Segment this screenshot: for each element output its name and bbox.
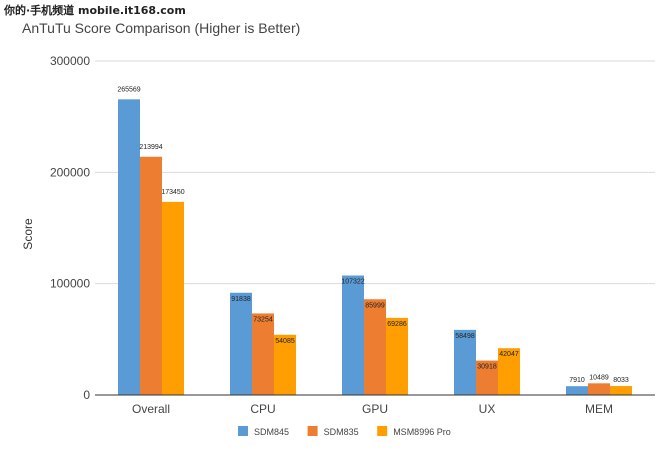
data-label: 91838 bbox=[231, 296, 251, 303]
data-label: 58498 bbox=[455, 333, 475, 340]
data-label: 73254 bbox=[253, 316, 273, 323]
data-label: 213994 bbox=[139, 144, 162, 151]
bar-series bbox=[118, 99, 632, 395]
x-tick-label: CPU bbox=[250, 402, 275, 416]
bar-msm8996-pro-ux bbox=[498, 348, 520, 395]
data-label: 69286 bbox=[387, 321, 407, 328]
y-tick-label: 0 bbox=[83, 388, 90, 402]
data-label: 173450 bbox=[161, 189, 184, 196]
bar-sdm845-cpu bbox=[230, 292, 252, 395]
legend-item-msm8996-pro: MSM8996 Pro bbox=[377, 426, 451, 437]
y-tick-label: 300000 bbox=[50, 54, 90, 68]
bar-sdm835-overall bbox=[140, 156, 162, 395]
bar-msm8996-pro-mem bbox=[610, 386, 632, 395]
data-label: 30918 bbox=[477, 364, 497, 371]
gridlines bbox=[95, 60, 655, 285]
legend-swatch bbox=[238, 426, 248, 436]
legend-item-sdm845: SDM845 bbox=[238, 426, 289, 437]
bar-msm8996-pro-overall bbox=[162, 201, 184, 395]
legend-label: SDM835 bbox=[324, 427, 359, 437]
data-label: 10489 bbox=[589, 374, 609, 381]
chart-title: AnTuTu Score Comparison (Higher is Bette… bbox=[22, 20, 300, 36]
legend-label: SDM845 bbox=[254, 427, 289, 437]
y-tick-label: 200000 bbox=[50, 165, 90, 179]
bar-sdm845-overall bbox=[118, 99, 140, 395]
legend-swatch bbox=[377, 426, 388, 436]
bar-sdm835-ux bbox=[476, 360, 498, 395]
data-labels: 265569 213994 173450 91838 73254 54085 107322 8… bbox=[117, 86, 629, 384]
legend-label: MSM8996 Pro bbox=[393, 427, 451, 437]
x-tick-label: MEM bbox=[585, 402, 613, 416]
data-label: 265569 bbox=[117, 86, 140, 93]
legend: SDM845 SDM835 MSM8996 Pro bbox=[238, 426, 451, 437]
bar-sdm845-mem bbox=[566, 386, 588, 395]
legend-item-sdm835: SDM835 bbox=[307, 426, 359, 437]
y-axis-ticks: 0 100000 200000 300000 bbox=[50, 54, 90, 402]
data-label: 54085 bbox=[275, 338, 295, 345]
y-tick-label: 100000 bbox=[50, 277, 90, 291]
x-tick-label: Overall bbox=[132, 402, 170, 416]
x-tick-label: UX bbox=[479, 402, 496, 416]
bar-sdm845-ux bbox=[454, 329, 476, 395]
x-tick-label: GPU bbox=[362, 402, 388, 416]
data-label: 8033 bbox=[613, 377, 629, 384]
data-label: 42047 bbox=[499, 351, 519, 358]
data-label: 7910 bbox=[569, 377, 585, 384]
bar-sdm835-mem bbox=[588, 383, 610, 395]
data-label: 85999 bbox=[365, 302, 385, 309]
y-axis-title: Score bbox=[21, 218, 35, 250]
bar-sdm835-gpu bbox=[364, 299, 386, 395]
bar-msm8996-pro-gpu bbox=[386, 317, 408, 395]
bar-sdm835-cpu bbox=[252, 313, 274, 395]
bar-sdm845-gpu bbox=[342, 275, 364, 395]
legend-swatch bbox=[307, 426, 318, 436]
x-axis-ticks: Overall CPU GPU UX MEM bbox=[132, 402, 613, 416]
bar-msm8996-pro-cpu bbox=[274, 334, 296, 395]
watermark: 你的·手机频道 mobile.it168.com bbox=[3, 3, 186, 17]
data-label: 107322 bbox=[341, 279, 364, 286]
